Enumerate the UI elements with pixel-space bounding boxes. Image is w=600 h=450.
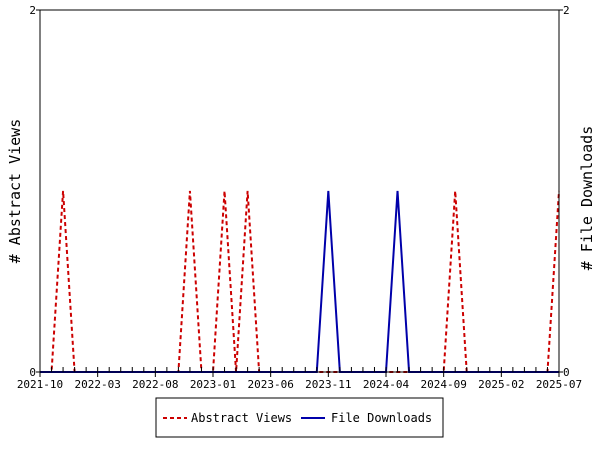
x-tick-label: 2023-01 [190, 378, 236, 391]
x-tick-label: 2023-11 [305, 378, 351, 391]
legend: Abstract Views File Downloads [155, 397, 444, 438]
y-axis-title: # Abstract Views [6, 119, 24, 264]
y2-tick-label: 2 [563, 4, 570, 17]
x-tick-label: 2022-03 [74, 378, 120, 391]
x-tick-label: 2025-07 [536, 378, 582, 391]
x-tick-label: 2023-06 [247, 378, 293, 391]
y2-axis-title: # File Downloads [578, 126, 596, 271]
y-tick-label: 2 [29, 4, 36, 17]
labels-layer: 2021-10 2022-03 2022-08 2023-01 2023-06 2023-… [17, 4, 582, 391]
x-tick-label: 2022-08 [132, 378, 178, 391]
y-tick-label: 0 [29, 366, 36, 379]
x-tick-label: 2025-02 [478, 378, 524, 391]
x-tick-label: 2024-09 [420, 378, 466, 391]
x-tick-label: 2021-10 [17, 378, 63, 391]
x-tick-label: 2024-04 [363, 378, 410, 391]
plot-frame [39, 9, 560, 373]
legend-label-file-downloads: File Downloads [331, 411, 432, 425]
legend-label-abstract-views: Abstract Views [191, 411, 292, 425]
plot-area [40, 10, 559, 372]
y2-tick-label: 0 [563, 366, 570, 379]
legend-box [155, 397, 444, 438]
